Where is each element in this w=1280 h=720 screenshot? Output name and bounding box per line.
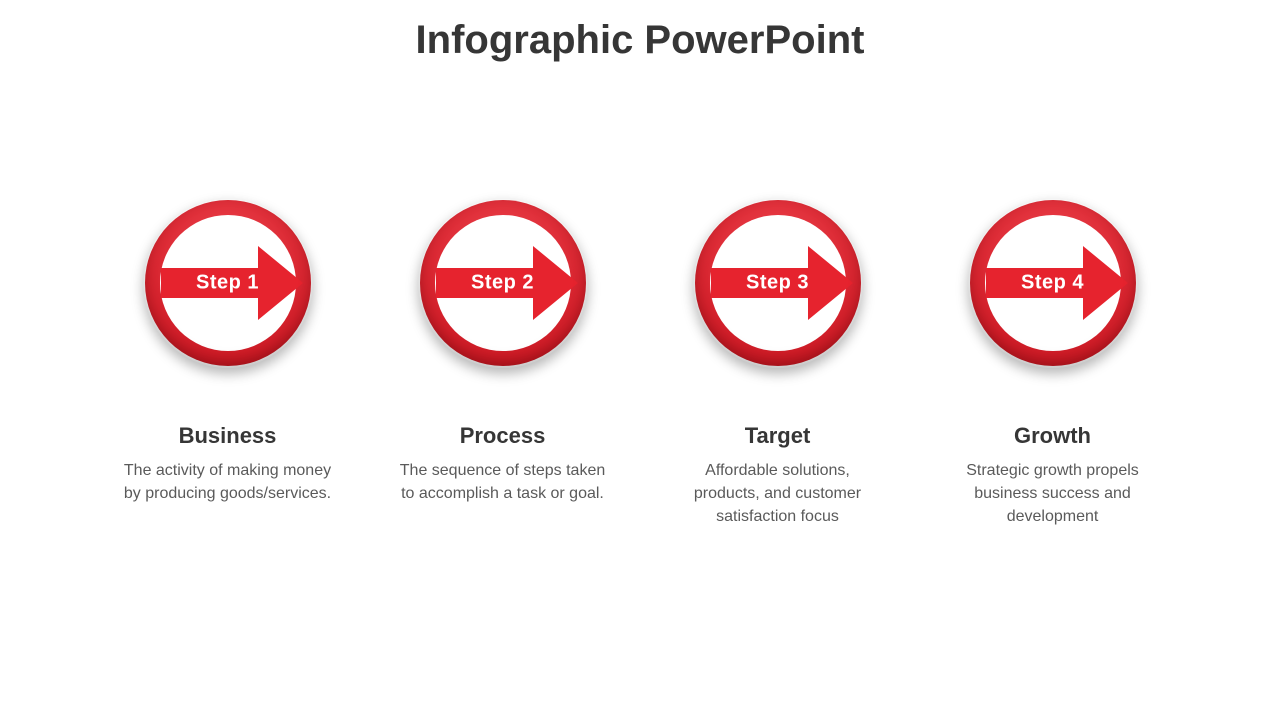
step-item: Step 2 Process The sequence of steps tak…: [393, 198, 613, 529]
step-desc: Strategic growth propels business succes…: [943, 459, 1163, 529]
step-desc: The activity of making money by producin…: [118, 459, 338, 505]
arrow-label: Step 3: [746, 272, 809, 295]
steps-row: Step 1 Business The activity of making m…: [0, 198, 1280, 529]
step-title: Process: [460, 423, 546, 449]
step-item: Step 4 Growth Strategic growth propels b…: [943, 198, 1163, 529]
step-desc: Affordable solutions, products, and cust…: [668, 459, 888, 529]
step-item: Step 3 Target Affordable solutions, prod…: [668, 198, 888, 529]
step-title: Target: [745, 423, 811, 449]
step-circle: Step 1: [143, 198, 313, 368]
step-circle: Step 3: [693, 198, 863, 368]
arrow-label: Step 4: [1021, 272, 1084, 295]
step-desc: The sequence of steps taken to accomplis…: [393, 459, 613, 505]
page-title: Infographic PowerPoint: [0, 0, 1280, 63]
step-title: Business: [179, 423, 277, 449]
step-title: Growth: [1014, 423, 1091, 449]
arrow-label: Step 1: [196, 272, 259, 295]
step-item: Step 1 Business The activity of making m…: [118, 198, 338, 529]
arrow-label: Step 2: [471, 272, 534, 295]
step-circle: Step 2: [418, 198, 588, 368]
step-circle: Step 4: [968, 198, 1138, 368]
